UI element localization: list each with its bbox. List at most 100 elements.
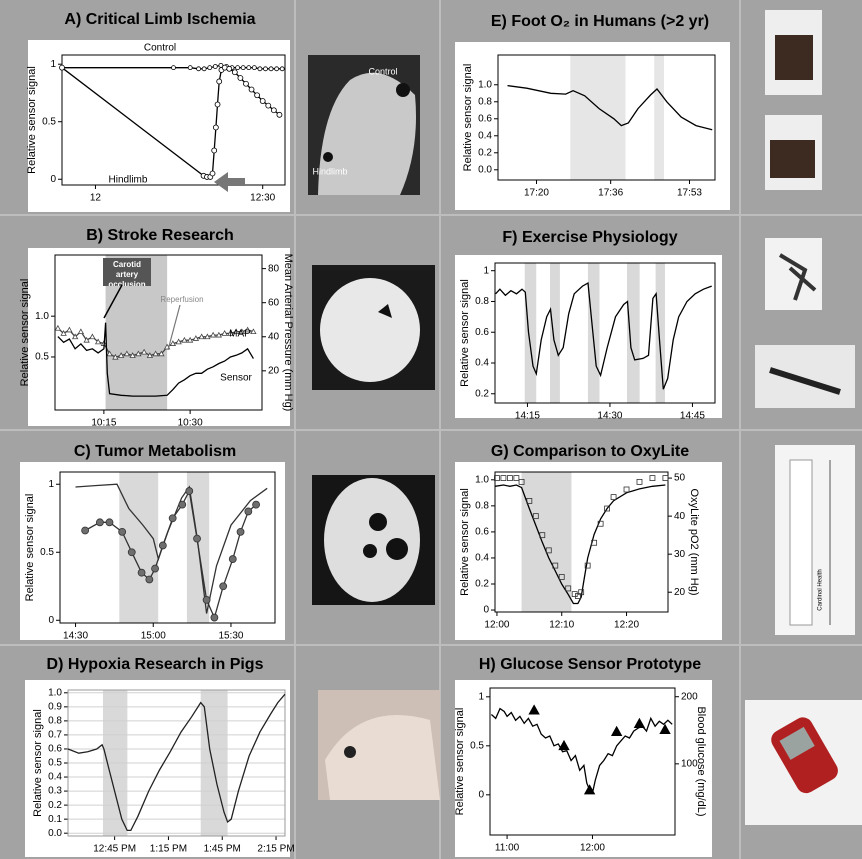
data-point (528, 704, 540, 715)
y-tick-label: 0.8 (475, 501, 489, 512)
data-point (252, 500, 260, 509)
mouse (320, 278, 420, 382)
data-point (513, 475, 520, 481)
photo-label: Control (368, 66, 397, 76)
x-tick-label: 12 (90, 193, 102, 204)
photo (765, 238, 822, 310)
y2-tick-label: 30 (674, 549, 686, 560)
photo-label: Hindlimb (312, 166, 347, 176)
y2-axis-label: Mean Arterial Pressure (mm Hg) (282, 254, 294, 412)
data-point (578, 589, 585, 596)
data-point (137, 568, 146, 577)
data-point (192, 335, 200, 341)
data-point (265, 102, 272, 109)
plot-frame (67, 689, 286, 837)
chart-title: A) Critical Limb Ischemia (64, 11, 255, 28)
data-point (221, 330, 228, 336)
y-tick-label: 0.4 (478, 130, 492, 141)
data-point (212, 64, 218, 69)
shaded-region (119, 472, 159, 623)
data-point (59, 64, 65, 71)
y2-tick-label: 50 (674, 473, 686, 484)
data-point (227, 330, 234, 336)
y-tick-label: 0.8 (478, 96, 492, 107)
series-label: Control (144, 43, 176, 54)
mouse (318, 72, 416, 195)
photo (775, 445, 855, 635)
data-point (545, 547, 552, 554)
plot-frame (494, 262, 716, 404)
data-point (591, 539, 598, 546)
data-point (186, 336, 194, 343)
data-point (254, 92, 261, 99)
data-point (259, 98, 266, 104)
y-tick-label: 0.1 (48, 814, 62, 825)
data-point (77, 328, 85, 335)
y-tick-label: 0 (48, 615, 54, 626)
y-axis-label: Relative sensor signal (459, 488, 471, 596)
photo-label: Cardinal Health (818, 569, 824, 610)
arrow (214, 172, 245, 192)
y-tick-label: 1 (483, 265, 489, 276)
data-point (152, 350, 159, 357)
sensor-dot (323, 152, 333, 162)
shaded-region (570, 55, 626, 180)
y2-axis-label: OxyLite pO2 (mm Hg) (688, 489, 700, 596)
data-point (633, 717, 646, 728)
data-point (558, 739, 570, 751)
series-line (494, 484, 666, 605)
data-point (276, 111, 283, 118)
y-tick-label: 0.2 (478, 147, 492, 158)
y-tick-label: 0.0 (478, 164, 492, 175)
person (778, 253, 817, 301)
data-point (518, 478, 525, 485)
x-tick-label: 11:00 (495, 843, 520, 854)
y-tick-label: 0.8 (48, 716, 62, 727)
data-point (610, 725, 623, 737)
data-point (145, 575, 154, 584)
data-point (201, 66, 207, 72)
y-tick-label: 0.2 (475, 388, 489, 399)
data-point (237, 75, 244, 81)
y-tick-label: 0.5 (40, 547, 54, 558)
x-tick-label: 17:53 (677, 188, 702, 199)
data-point (168, 514, 177, 523)
data-point (494, 475, 500, 481)
chart-title: B) Stroke Research (86, 227, 234, 244)
x-tick-label: 10:15 (91, 418, 116, 429)
data-point (118, 527, 127, 536)
data-point (246, 65, 252, 71)
data-point (169, 340, 177, 346)
data-point (539, 532, 546, 539)
plot-frame (489, 687, 676, 836)
chart-title: E) Foot O₂ in Humans (>2 yr) (491, 13, 709, 30)
series-line (67, 693, 286, 832)
data-point (597, 520, 604, 527)
y-tick-label: 0 (483, 605, 489, 616)
shaded-region (521, 472, 572, 612)
x-tick-label: 14:15 (515, 411, 540, 422)
data-point (584, 562, 591, 569)
data-point (662, 475, 669, 481)
x-tick-label: 12:30 (250, 193, 275, 204)
shaded-region (627, 263, 640, 403)
series-line (57, 322, 254, 397)
data-point (209, 170, 216, 177)
data-point (571, 591, 578, 598)
data-point (198, 333, 205, 340)
photo-mouse-hindlimb: Control Hindlimb (308, 55, 420, 195)
y-tick-label: 0.8 (475, 296, 489, 307)
y-tick-label: 0.5 (470, 740, 484, 751)
x-tick-label: 17:20 (524, 188, 549, 199)
data-point (552, 562, 559, 569)
chart-panel (28, 40, 290, 212)
data-point (54, 324, 62, 331)
photo-mouse-head (312, 265, 435, 390)
y-tick-label: 0.4 (475, 553, 489, 564)
data-point (185, 487, 194, 495)
plot-frame (59, 471, 276, 624)
series-label: Hindlimb (109, 175, 148, 186)
tumor (369, 513, 387, 531)
chart-title: F) Exercise Physiology (502, 229, 677, 246)
data-point (204, 333, 211, 340)
